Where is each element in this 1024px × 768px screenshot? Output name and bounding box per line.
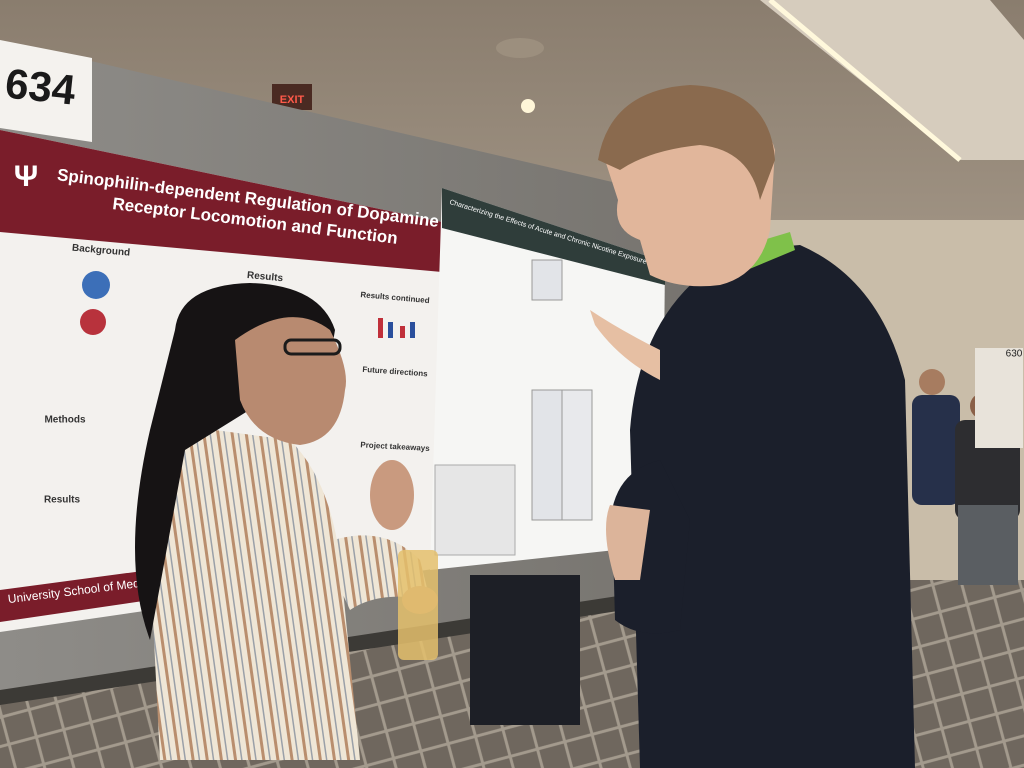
ceiling-vent (496, 38, 544, 58)
man-hand (606, 505, 650, 580)
figure-panel (531, 259, 563, 301)
person-legs (958, 505, 1018, 585)
figure-panel (531, 389, 563, 521)
bar-graphic (400, 326, 405, 338)
poster-footer (0, 570, 150, 622)
pie-graphic (80, 309, 106, 335)
booth-sign (0, 40, 92, 142)
exit-label: EXIT (280, 94, 305, 106)
section-heading: Methods (44, 415, 86, 426)
section-heading: Background (72, 243, 131, 259)
hand-pointing (590, 310, 660, 380)
section-heading: Results (247, 270, 284, 284)
university-logo: Ψ (14, 160, 38, 193)
section-heading: Project takeaways (360, 440, 430, 453)
woman-face (235, 317, 346, 445)
figure-panel (561, 389, 593, 521)
poster-header (0, 130, 442, 272)
woman-hand (370, 460, 414, 530)
drink-glass (398, 550, 438, 660)
booth-number: 634 (3, 60, 78, 114)
bar-graphic (388, 322, 393, 338)
person-background (912, 395, 960, 505)
bar-graphic (410, 322, 415, 338)
light-strip (768, 0, 962, 162)
person-head (919, 369, 945, 395)
poster-far (975, 348, 1023, 448)
ceiling-light (521, 99, 535, 113)
man-arm (612, 460, 690, 634)
man-hair (598, 85, 775, 200)
section-heading: Results (44, 495, 81, 506)
glasses (283, 338, 342, 356)
booth-number-far: 630 (1006, 349, 1023, 360)
pie-graphic (82, 271, 110, 299)
figure-panel (434, 464, 516, 556)
woman-shirt (150, 430, 360, 760)
person-legs (470, 575, 580, 725)
right-poster-header (442, 188, 665, 285)
bar-graphic (378, 318, 383, 338)
ceiling-panel (760, 0, 1024, 160)
man-shirt (630, 245, 915, 768)
